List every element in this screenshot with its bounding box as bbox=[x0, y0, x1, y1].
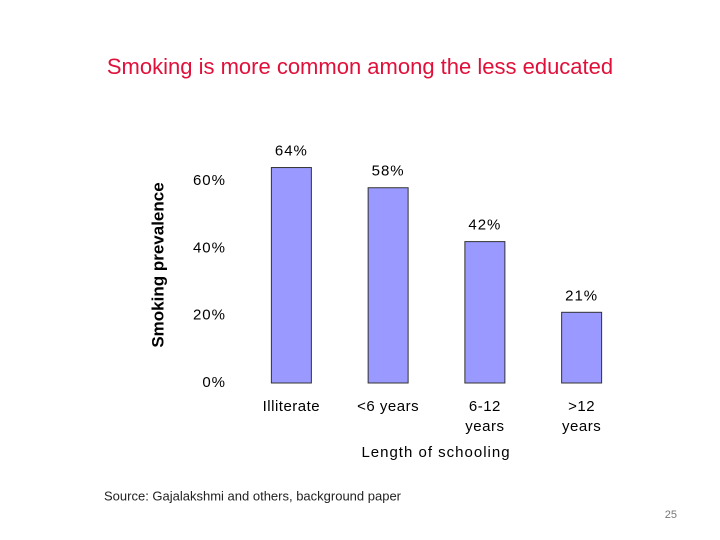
bar bbox=[367, 187, 409, 384]
bar bbox=[270, 167, 312, 384]
y-axis-title: Smoking prevalence bbox=[148, 182, 167, 347]
bar bbox=[464, 241, 506, 384]
x-tick-label: Illiterate bbox=[262, 398, 321, 415]
x-tick-label: 6-12 years bbox=[465, 398, 505, 435]
x-axis-title: Length of schooling bbox=[361, 444, 510, 461]
bar bbox=[561, 311, 603, 384]
x-tick-label: <6 years bbox=[357, 398, 420, 415]
page-number: 25 bbox=[665, 509, 677, 521]
x-tick-label: >12 years bbox=[562, 398, 602, 435]
source-note: Source: Gajalakshmi and others, backgrou… bbox=[104, 488, 402, 503]
chart-title: Smoking is more common among the less ed… bbox=[107, 54, 613, 79]
value-label: 64% bbox=[275, 143, 308, 160]
y-tick-label: 60% bbox=[193, 172, 226, 189]
value-label: 58% bbox=[372, 163, 405, 180]
y-tick-label: 40% bbox=[193, 239, 226, 256]
y-tick-label: 20% bbox=[193, 307, 226, 324]
value-label: 42% bbox=[468, 217, 501, 234]
y-tick-label: 0% bbox=[202, 374, 226, 391]
value-label: 21% bbox=[565, 287, 598, 304]
